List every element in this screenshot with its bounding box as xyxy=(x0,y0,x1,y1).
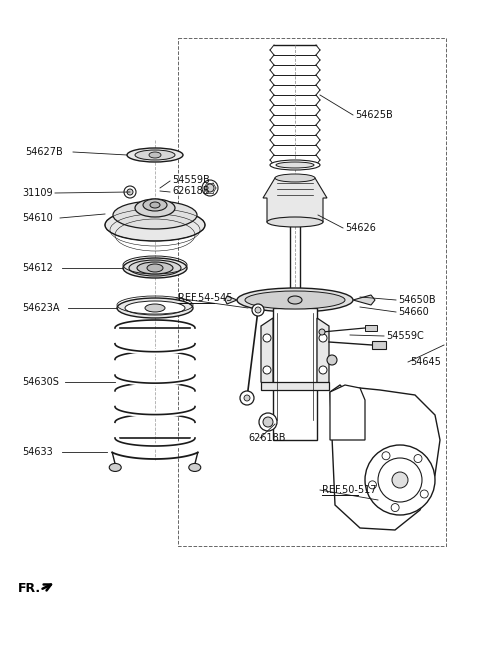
Polygon shape xyxy=(225,296,237,304)
Ellipse shape xyxy=(123,258,187,278)
Text: 54625B: 54625B xyxy=(355,110,393,120)
Circle shape xyxy=(127,189,133,195)
Circle shape xyxy=(319,366,327,374)
Circle shape xyxy=(365,445,435,515)
Circle shape xyxy=(252,304,264,316)
Text: 54650B: 54650B xyxy=(398,295,436,305)
Ellipse shape xyxy=(147,264,163,272)
Ellipse shape xyxy=(245,291,345,309)
Text: 54626: 54626 xyxy=(345,223,376,233)
Ellipse shape xyxy=(127,148,183,162)
Ellipse shape xyxy=(275,174,315,182)
Circle shape xyxy=(244,395,250,401)
Ellipse shape xyxy=(267,217,323,227)
Circle shape xyxy=(259,413,277,431)
Text: 54559C: 54559C xyxy=(386,331,424,341)
Polygon shape xyxy=(261,382,329,390)
Text: 54645: 54645 xyxy=(410,357,441,367)
Polygon shape xyxy=(330,385,365,440)
Circle shape xyxy=(263,417,273,427)
Ellipse shape xyxy=(150,202,160,208)
Ellipse shape xyxy=(125,301,185,315)
Ellipse shape xyxy=(145,304,165,312)
Circle shape xyxy=(263,334,271,342)
Text: 54633: 54633 xyxy=(22,447,53,457)
Circle shape xyxy=(319,329,325,335)
Ellipse shape xyxy=(143,199,167,211)
Polygon shape xyxy=(317,318,329,390)
Circle shape xyxy=(319,334,327,342)
Text: 54612: 54612 xyxy=(22,263,53,273)
Text: 62618B: 62618B xyxy=(248,433,286,443)
Circle shape xyxy=(420,490,428,498)
Polygon shape xyxy=(263,178,327,222)
Circle shape xyxy=(369,481,376,489)
Text: 54630S: 54630S xyxy=(22,377,59,387)
Text: 54627B: 54627B xyxy=(25,147,63,157)
Ellipse shape xyxy=(276,162,314,168)
Bar xyxy=(273,308,317,440)
Bar xyxy=(365,325,377,331)
Bar xyxy=(178,38,446,546)
Ellipse shape xyxy=(117,298,193,318)
Ellipse shape xyxy=(129,260,181,276)
Circle shape xyxy=(240,391,254,405)
Text: 31109: 31109 xyxy=(22,188,53,198)
Ellipse shape xyxy=(237,288,353,312)
Ellipse shape xyxy=(135,150,175,160)
Polygon shape xyxy=(330,385,440,530)
Ellipse shape xyxy=(135,199,175,217)
Ellipse shape xyxy=(288,296,302,304)
Circle shape xyxy=(392,472,408,488)
Ellipse shape xyxy=(105,209,205,241)
Text: 54559B: 54559B xyxy=(172,175,210,185)
Circle shape xyxy=(206,184,214,192)
Circle shape xyxy=(263,366,271,374)
Circle shape xyxy=(414,455,422,462)
Polygon shape xyxy=(353,295,375,305)
Circle shape xyxy=(124,186,136,198)
Ellipse shape xyxy=(270,160,320,170)
Text: 62618B: 62618B xyxy=(172,186,209,196)
Text: REF.50-517: REF.50-517 xyxy=(322,485,376,495)
Text: FR.: FR. xyxy=(18,581,41,594)
Text: 54610: 54610 xyxy=(22,213,53,223)
Ellipse shape xyxy=(189,463,201,472)
Ellipse shape xyxy=(113,201,197,229)
Circle shape xyxy=(327,355,337,365)
Ellipse shape xyxy=(290,220,300,224)
Circle shape xyxy=(378,458,422,502)
Text: REF.54-545: REF.54-545 xyxy=(178,293,232,303)
Text: 54660: 54660 xyxy=(398,307,429,317)
Polygon shape xyxy=(261,318,273,390)
Circle shape xyxy=(382,452,390,460)
Ellipse shape xyxy=(137,262,173,274)
Bar xyxy=(372,341,386,349)
Circle shape xyxy=(391,504,399,512)
Circle shape xyxy=(255,307,261,313)
Text: 54623A: 54623A xyxy=(22,303,60,313)
Ellipse shape xyxy=(149,152,161,158)
Ellipse shape xyxy=(109,463,121,472)
Circle shape xyxy=(202,180,218,196)
